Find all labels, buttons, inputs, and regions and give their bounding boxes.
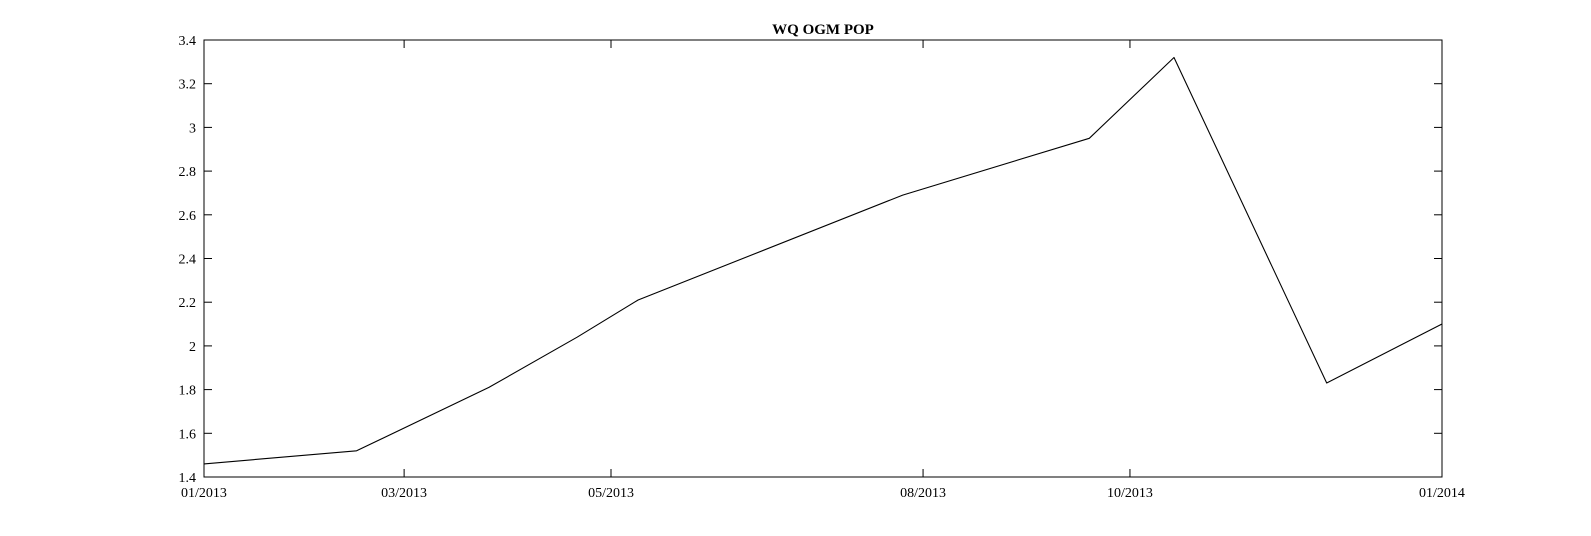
y-tick-label: 2.2 (179, 296, 197, 311)
x-tick-label: 01/2013 (181, 486, 227, 501)
x-tick-label: 10/2013 (1107, 486, 1153, 501)
y-axis: 1.4 1.6 1.8 2 2.2 2.4 2.6 2.8 3 3.2 3.4 (179, 34, 1442, 486)
y-tick-label: 2.4 (179, 253, 197, 268)
x-tick-label: 05/2013 (588, 486, 634, 501)
x-tick-label: 01/2014 (1419, 486, 1465, 501)
x-tick-label: 08/2013 (900, 486, 946, 501)
y-tick-label: 2 (189, 340, 196, 355)
plot-area-frame (203, 39, 1443, 478)
series-layer (203, 56, 1443, 465)
y-tick-label: 1.6 (179, 427, 197, 442)
y-tick-label: 1.4 (179, 471, 197, 486)
series-line (203, 56, 1443, 465)
x-axis: 01/2013 03/2013 05/2013 08/2013 10/2013 01/20… (181, 40, 1465, 501)
y-tick-label: 3 (189, 121, 196, 136)
y-tick-label: 3.4 (179, 34, 197, 49)
x-tick-label: 03/2013 (381, 486, 427, 501)
y-tick-label: 2.6 (179, 209, 197, 224)
y-tick-label: 1.8 (179, 384, 197, 399)
chart-title: WQ OGM POP (772, 22, 874, 38)
y-tick-label: 3.2 (179, 78, 197, 93)
y-tick-label: 2.8 (179, 165, 197, 180)
